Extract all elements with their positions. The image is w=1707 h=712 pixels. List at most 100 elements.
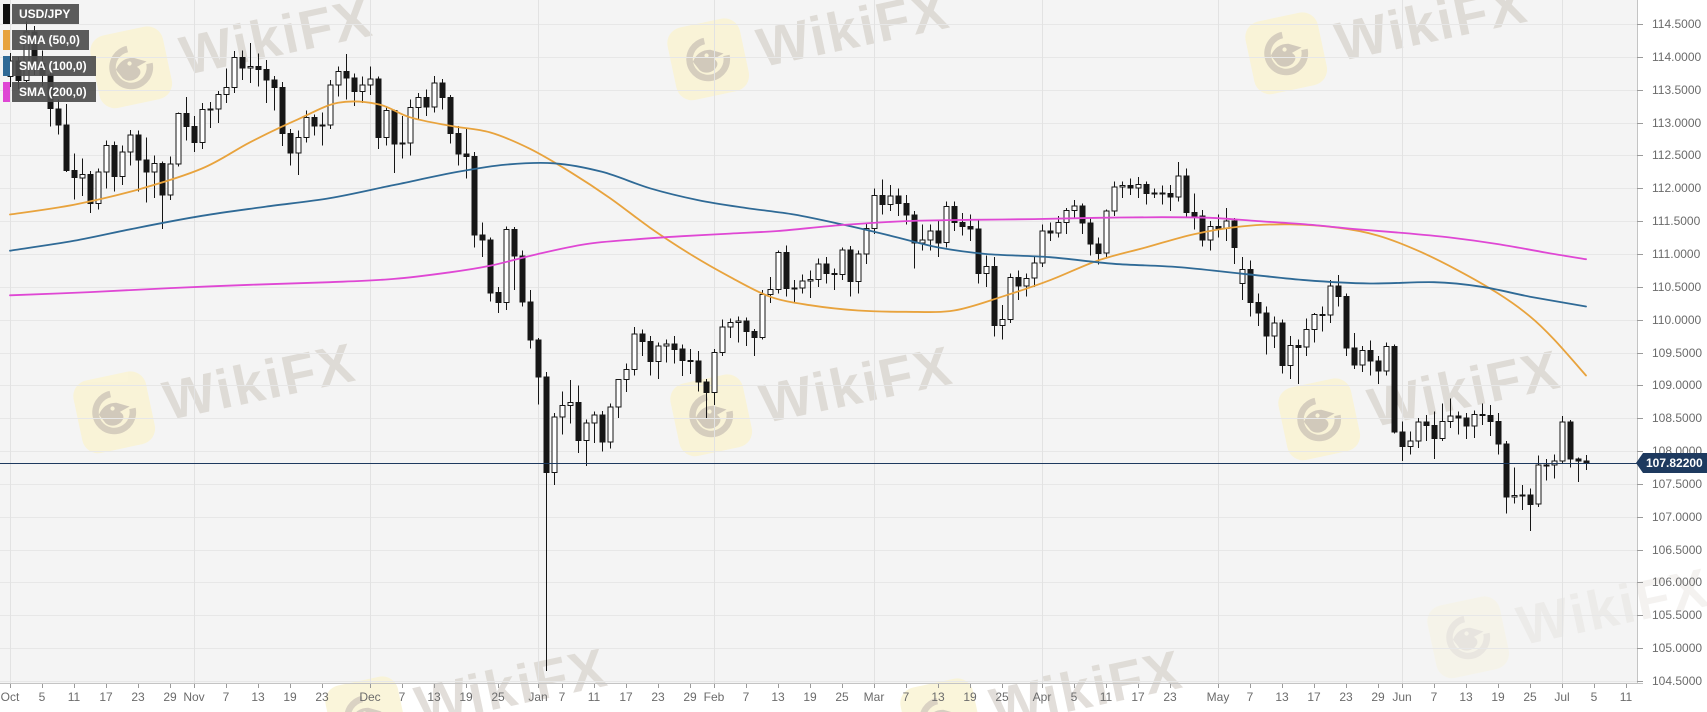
bull-candle [1287, 344, 1294, 367]
date-axis-label: Oct [0, 690, 20, 704]
bear-candle [271, 79, 278, 89]
sma-200-line [9, 216, 1587, 297]
bull-candle [615, 378, 622, 408]
bull-candle [175, 112, 182, 165]
price-axis-label: 105.5000 [1652, 608, 1703, 622]
legend-item-sma-200-0: SMA (200,0) [0, 82, 96, 102]
date-axis-label: 5 [1070, 690, 1078, 704]
date-axis-label: 7 [398, 690, 406, 704]
bull-candle [919, 239, 926, 244]
bull-candle [1151, 192, 1158, 195]
x-tick-mark [874, 684, 875, 688]
bear-candle [1079, 205, 1086, 224]
bull-candle [359, 84, 366, 93]
bull-candle [775, 252, 782, 290]
bull-candle [1439, 421, 1446, 440]
bull-candle [151, 162, 158, 173]
bear-candle [903, 202, 910, 216]
bear-candle [287, 133, 294, 154]
bear-candle [527, 301, 534, 341]
date-axis-label: 23 [315, 690, 329, 704]
bull-candle [839, 249, 846, 275]
bull-candle [1119, 185, 1126, 188]
date-axis-label: 11 [1619, 690, 1633, 704]
bear-candle [375, 78, 382, 139]
date-axis-label: 29 [163, 690, 177, 704]
x-tick-mark [170, 684, 171, 688]
bull-candle [407, 106, 414, 144]
bull-candle [223, 87, 230, 95]
legend-item-sma-50-0: SMA (50,0) [0, 30, 96, 50]
x-tick-mark [1562, 684, 1563, 688]
bear-candle [1487, 415, 1494, 423]
price-axis-label: 107.0000 [1652, 510, 1703, 524]
legend-label: SMA (200,0) [12, 82, 96, 102]
date-axis-label: 25 [995, 690, 1009, 704]
x-tick-mark [1530, 684, 1531, 688]
date-axis-label: 7 [222, 690, 230, 704]
bear-candle [951, 206, 958, 223]
bear-candle [1159, 192, 1166, 195]
bear-candle [967, 225, 974, 230]
date-axis-label: 29 [1371, 690, 1385, 704]
bull-candle [127, 134, 134, 153]
x-tick-mark [1466, 684, 1467, 688]
bear-candle [391, 110, 398, 145]
x-tick-mark [690, 684, 691, 688]
date-axis-label: Jun [1392, 690, 1412, 704]
price-tag-value: 107.82200 [1643, 453, 1707, 473]
candlestick-chart-canvas[interactable] [0, 0, 1643, 690]
bull-candle [1535, 464, 1542, 505]
bear-candle [1455, 415, 1462, 419]
x-tick-mark [1250, 684, 1251, 688]
bull-candle [1007, 277, 1014, 321]
bear-candle [1095, 243, 1102, 254]
x-tick-mark [498, 684, 499, 688]
bear-candle [143, 159, 150, 173]
bear-candle [1183, 175, 1190, 214]
x-tick-mark [1346, 684, 1347, 688]
price-tag-arrow-icon [1636, 453, 1643, 473]
bull-candle [79, 174, 86, 179]
x-tick-mark [466, 684, 467, 688]
date-axis-label: 19 [803, 690, 817, 704]
date-axis-label: 19 [963, 690, 977, 704]
date-axis-label: 13 [1275, 690, 1289, 704]
bull-candle [335, 70, 342, 86]
x-tick-mark [1218, 684, 1219, 688]
date-axis-label: 11 [67, 690, 81, 704]
x-tick-mark [1594, 684, 1595, 688]
bull-candle [655, 345, 662, 363]
price-axis-label: 111.0000 [1652, 247, 1701, 261]
bear-candle [1479, 413, 1486, 417]
x-tick-mark [714, 684, 715, 688]
bull-candle [1111, 186, 1118, 212]
date-axis-label: 17 [619, 690, 633, 704]
price-axis-label: 113.5000 [1652, 83, 1702, 97]
legend-color-marker [3, 56, 10, 76]
x-tick-mark [106, 684, 107, 688]
date-axis-label: 13 [251, 690, 265, 704]
bull-candle [759, 294, 766, 338]
price-axis-label: 106.0000 [1652, 575, 1703, 589]
date-axis-label: 17 [1307, 690, 1321, 704]
x-tick-mark [562, 684, 563, 688]
bull-candle [95, 171, 102, 204]
bear-candle [111, 145, 118, 177]
bull-candle [1055, 221, 1062, 234]
date-axis-label: Feb [703, 690, 725, 704]
bull-candle [1071, 205, 1078, 212]
bull-candle [631, 333, 638, 371]
bear-candle [1247, 269, 1254, 304]
bull-candle [663, 343, 670, 347]
x-tick-mark [322, 684, 323, 688]
bear-candle [647, 340, 654, 363]
bull-candle [943, 206, 950, 244]
bear-candle [1423, 421, 1430, 426]
bear-candle [455, 133, 462, 155]
bear-candle [1495, 421, 1502, 445]
date-axis-label: 11 [1099, 690, 1113, 704]
x-tick-mark [1314, 684, 1315, 688]
bear-candle [639, 333, 646, 342]
